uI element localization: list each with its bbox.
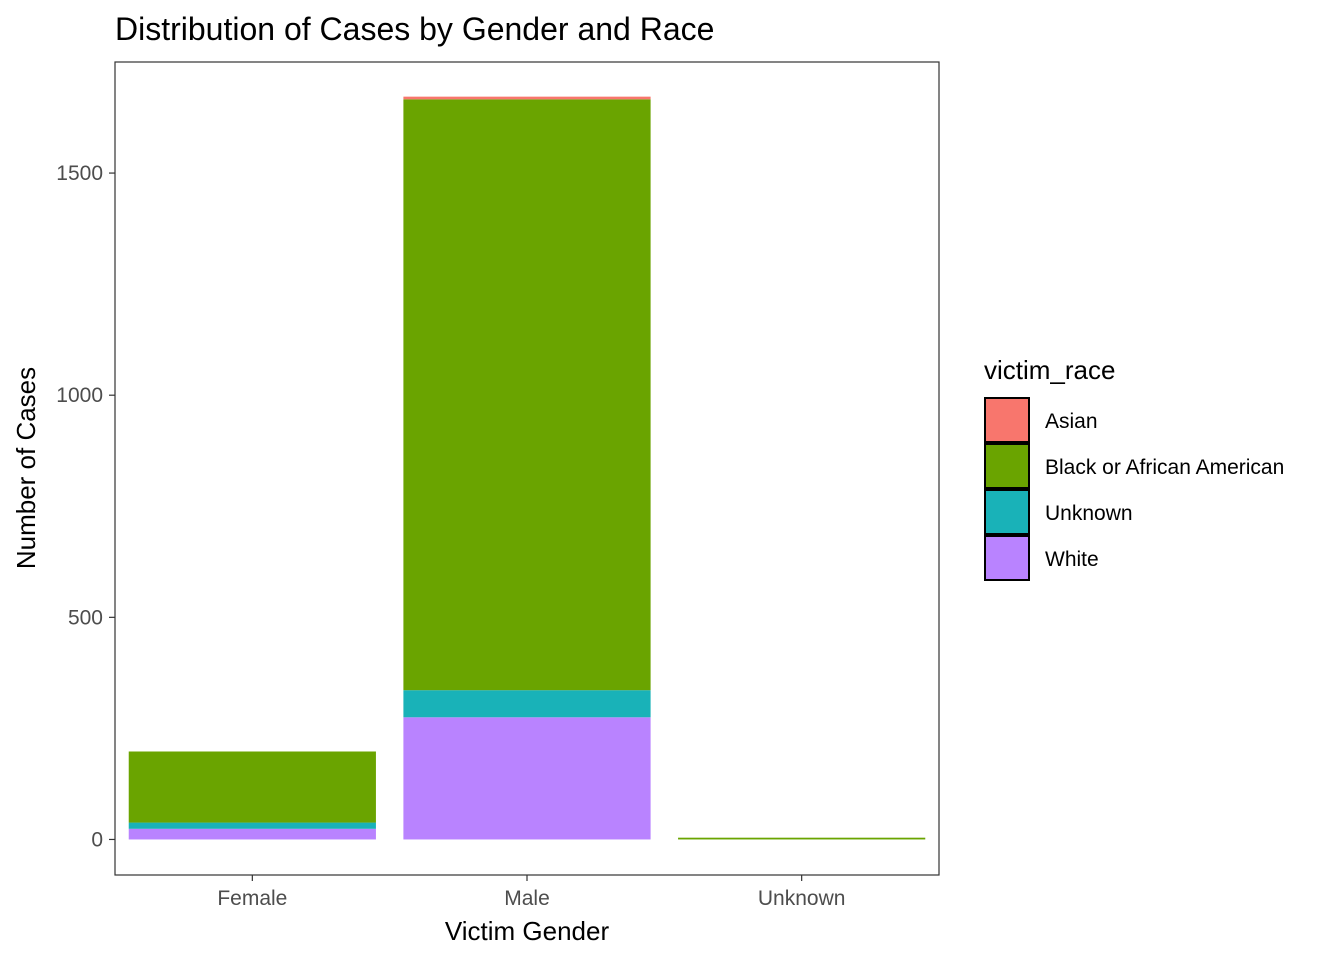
legend-label: White [1045, 548, 1099, 571]
y-tick-label: 1000 [56, 384, 103, 407]
bar-segment-female-unknown [128, 822, 376, 829]
bar-segment-female-black-or-african-american [128, 751, 376, 823]
y-tick-label: 1500 [56, 162, 103, 185]
x-axis-title: Victim Gender [445, 916, 610, 946]
x-tick-label: Male [504, 887, 550, 910]
bar-segment-male-unknown [403, 690, 651, 718]
legend-key [984, 489, 1030, 535]
bar-segment-male-white [403, 717, 651, 840]
legend-label: Unknown [1045, 502, 1133, 525]
legend-key [984, 443, 1030, 489]
bar-segment-male-black-or-african-american [403, 99, 651, 691]
y-axis-title: Number of Cases [11, 367, 41, 569]
legend-key [984, 535, 1030, 581]
bars-layer [128, 96, 926, 840]
y-axis: 0 500 1000 1500 [56, 162, 115, 851]
x-tick-label: Unknown [758, 887, 846, 910]
legend-label: Black or African American [1045, 456, 1284, 479]
legend-title: victim_race [984, 355, 1115, 385]
bar-segment-unknown-black-or-african-american [678, 837, 926, 840]
x-axis: Female Male Unknown [217, 875, 845, 910]
bar-segment-female-white [128, 828, 376, 840]
legend-key [984, 397, 1030, 443]
x-tick-label: Female [217, 887, 287, 910]
chart-title: Distribution of Cases by Gender and Race [115, 11, 714, 47]
bar-segment-male-asian [403, 96, 651, 100]
y-tick-label: 500 [68, 606, 103, 629]
y-tick-label: 0 [91, 828, 103, 851]
legend: victim_race Asian Black or African Americ… [984, 355, 1284, 581]
legend-label: Asian [1045, 410, 1098, 433]
